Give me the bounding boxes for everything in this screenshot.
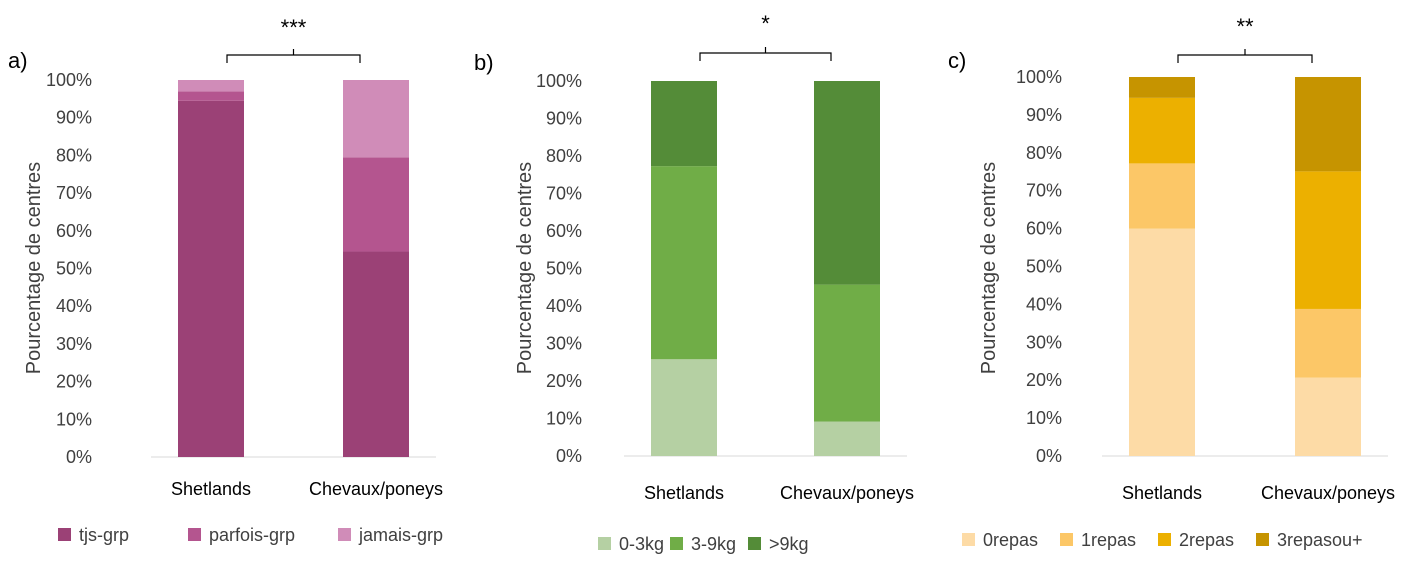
y-tick-label: 20% [56,372,92,392]
legend-label: 2repas [1179,530,1234,550]
bar-segment [651,81,717,167]
bar-segment [343,157,409,252]
y-tick-label: 100% [536,71,582,91]
y-tick-label: 0% [1036,446,1062,466]
bar-segment [1295,377,1361,456]
y-tick-label: 40% [56,296,92,316]
legend-swatch [1060,533,1073,546]
panel-label: c) [948,48,966,73]
y-tick-label: 80% [546,146,582,166]
y-tick-label: 50% [56,259,92,279]
y-tick-label: 60% [546,221,582,241]
bar-segment [651,166,717,360]
y-tick-label: 60% [1026,219,1062,239]
legend-swatch [598,537,611,550]
y-tick-label: 30% [546,334,582,354]
panel-label: b) [474,50,494,75]
y-tick-label: 40% [1026,294,1062,314]
legend-label: parfois-grp [209,525,295,545]
significance-bracket [699,47,832,61]
bar-segment [1129,163,1195,229]
y-tick-label: 20% [1026,370,1062,390]
bar-segment [343,80,409,158]
y-axis-label: Pourcentage de centres [978,162,1000,374]
y-tick-label: 90% [56,108,92,128]
bar-segment [178,80,244,92]
significance-bracket [226,49,361,63]
legend-swatch [338,528,351,541]
bar-segment [178,91,244,101]
legend-swatch [962,533,975,546]
y-axis-label: Pourcentage de centres [23,162,45,374]
bar-segment [1295,308,1361,378]
bar-segment [1129,77,1195,98]
panel-label: a) [8,48,28,73]
y-tick-label: 80% [1026,143,1062,163]
y-tick-label: 20% [546,371,582,391]
y-tick-label: 100% [46,70,92,90]
y-tick-label: 50% [1026,257,1062,277]
legend-swatch [670,537,683,550]
category-label: Chevaux/poneys [1261,483,1395,503]
legend-label: 3repasou+ [1277,530,1363,550]
bar-segment [1129,228,1195,456]
bar-segment [1295,77,1361,172]
y-tick-label: 10% [56,409,92,429]
legend-swatch [748,537,761,550]
legend-swatch [58,528,71,541]
category-label: Shetlands [171,479,251,499]
y-tick-label: 100% [1016,67,1062,87]
y-tick-label: 50% [546,259,582,279]
significance-marker: * [761,11,770,36]
bar-segment [343,251,409,457]
legend-label: jamais-grp [358,525,443,545]
bar-segment [1129,97,1195,164]
y-tick-label: 0% [556,446,582,466]
bar-segment [1295,171,1361,309]
legend-label: tjs-grp [79,525,129,545]
bar-segment [814,81,880,285]
bar-segment [814,421,880,456]
bar-segment [814,284,880,422]
legend-label: 0repas [983,530,1038,550]
y-tick-label: 60% [56,221,92,241]
category-label: Shetlands [644,483,724,503]
legend-label: >9kg [769,534,809,554]
y-tick-label: 10% [1026,408,1062,428]
legend-swatch [1256,533,1269,546]
significance-bracket [1177,49,1313,63]
y-tick-label: 30% [1026,332,1062,352]
y-tick-label: 0% [66,447,92,467]
category-label: Shetlands [1122,483,1202,503]
y-tick-label: 30% [56,334,92,354]
significance-marker: ** [1236,14,1254,39]
significance-marker: *** [281,15,307,40]
y-tick-label: 40% [546,296,582,316]
y-tick-label: 10% [546,409,582,429]
y-tick-label: 70% [56,183,92,203]
y-tick-label: 70% [1026,181,1062,201]
legend-label: 0-3kg [619,534,664,554]
category-label: Chevaux/poneys [309,479,443,499]
bar-segment [651,359,717,456]
y-tick-label: 90% [1026,105,1062,125]
category-label: Chevaux/poneys [780,483,914,503]
y-tick-label: 90% [546,109,582,129]
y-tick-label: 70% [546,184,582,204]
legend-swatch [188,528,201,541]
y-tick-label: 80% [56,145,92,165]
legend-swatch [1158,533,1171,546]
y-axis-label: Pourcentage de centres [514,162,536,374]
bar-segment [178,100,244,458]
legend-label: 3-9kg [691,534,736,554]
legend-label: 1repas [1081,530,1136,550]
